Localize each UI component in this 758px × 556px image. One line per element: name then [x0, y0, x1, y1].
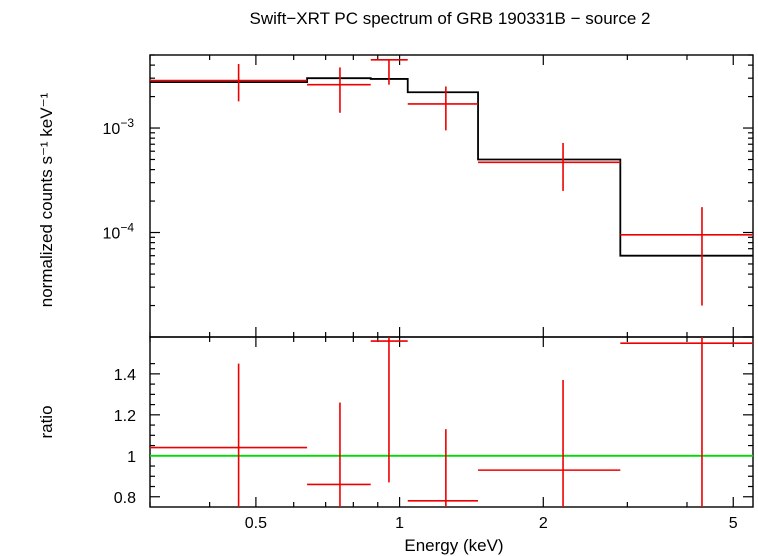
- y-tick-label: 10−3: [103, 116, 135, 138]
- spectrum-frame: [149, 54, 754, 338]
- data-point: [407, 86, 479, 131]
- ratio-point: [307, 402, 371, 507]
- data-point: [307, 67, 371, 113]
- data-point: [150, 64, 308, 102]
- data-point: [620, 207, 753, 306]
- x-axis-label: Energy (keV): [404, 536, 503, 555]
- model-step-line: [150, 77, 753, 257]
- y-tick-label: 1.4: [114, 367, 136, 384]
- chart-title: Swift−XRT PC spectrum of GRB 190331B − s…: [250, 9, 651, 28]
- ratio-frame: [149, 336, 754, 508]
- ratio-point: [407, 429, 479, 507]
- spectrum-y-axis-label: normalized counts s⁻¹ keV⁻¹: [37, 92, 56, 307]
- ratio-panel: 0.8 1 1.2 1.4 0.5 1 2 5: [114, 327, 754, 532]
- x-tick-label: 5: [729, 515, 738, 532]
- x-tick-label: 2: [539, 515, 548, 532]
- y-tick-label: 0.8: [114, 490, 136, 507]
- spectrum-panel: 10−3 10−4: [103, 54, 754, 347]
- x-tick-label: 1: [395, 515, 404, 532]
- ratio-point: [370, 337, 408, 483]
- data-point: [478, 142, 621, 191]
- ratio-y-axis-label: ratio: [37, 405, 56, 438]
- data-point: [370, 58, 408, 85]
- y-tick-label: 10−4: [103, 221, 135, 243]
- ratio-point: [150, 363, 308, 507]
- y-tick-label: 1: [127, 449, 136, 466]
- y-tick-label: 1.2: [114, 408, 136, 425]
- ratio-point: [478, 380, 621, 507]
- x-tick-label: 0.5: [245, 515, 267, 532]
- ratio-point: [620, 337, 753, 507]
